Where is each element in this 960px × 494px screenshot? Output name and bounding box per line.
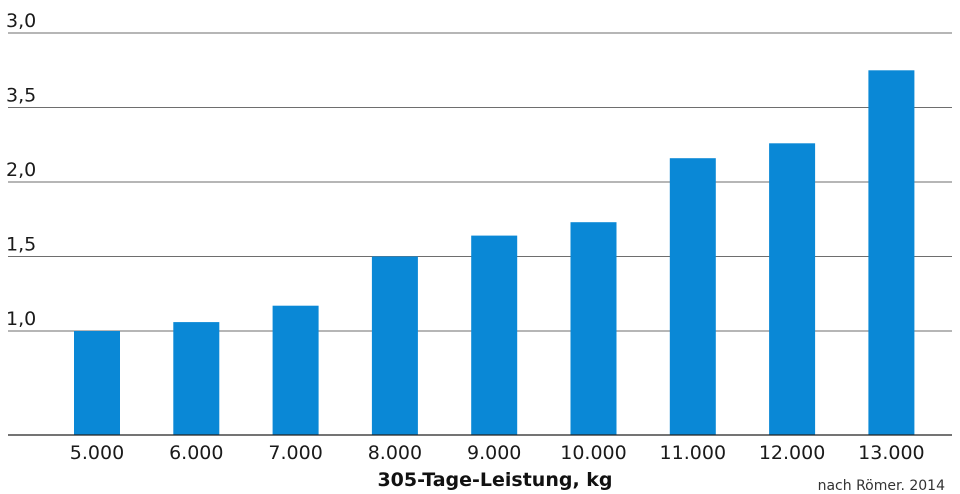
bar bbox=[669, 158, 716, 435]
x-tick-label: 12.000 bbox=[759, 442, 825, 464]
bars bbox=[74, 70, 915, 436]
y-tick-label: 1,5 bbox=[6, 234, 36, 256]
bar bbox=[173, 322, 220, 435]
x-tick-label: 8.000 bbox=[368, 442, 422, 464]
x-axis-label: 305-Tage-Leistung, kg bbox=[377, 469, 612, 491]
y-tick-label: 3,5 bbox=[6, 85, 36, 107]
bar bbox=[74, 331, 120, 435]
bar bbox=[868, 70, 915, 436]
bar bbox=[769, 143, 816, 436]
y-tick-label: 2,0 bbox=[6, 159, 36, 181]
x-tick-label: 13.000 bbox=[858, 442, 924, 464]
x-tick-label: 11.000 bbox=[660, 442, 726, 464]
x-tick-label: 5.000 bbox=[70, 442, 124, 464]
y-tick-label: 3,0 bbox=[6, 10, 36, 32]
x-tick-label: 7.000 bbox=[268, 442, 322, 464]
bar bbox=[272, 305, 319, 435]
x-tick-label: 6.000 bbox=[169, 442, 223, 464]
bar bbox=[371, 256, 418, 435]
source-note: nach Römer. 2014 bbox=[818, 478, 945, 494]
bar bbox=[570, 222, 617, 435]
bar bbox=[471, 235, 518, 435]
y-tick-labels: 1,0 1,5 2,0 3,5 3,0 bbox=[6, 10, 36, 330]
y-tick-label: 1,0 bbox=[6, 308, 36, 330]
x-tick-label: 10.000 bbox=[560, 442, 626, 464]
x-tick-label: 9.000 bbox=[467, 442, 521, 464]
x-tick-labels: 5.000 6.000 7.000 8.000 9.000 10.000 11.000 12.… bbox=[70, 442, 925, 464]
